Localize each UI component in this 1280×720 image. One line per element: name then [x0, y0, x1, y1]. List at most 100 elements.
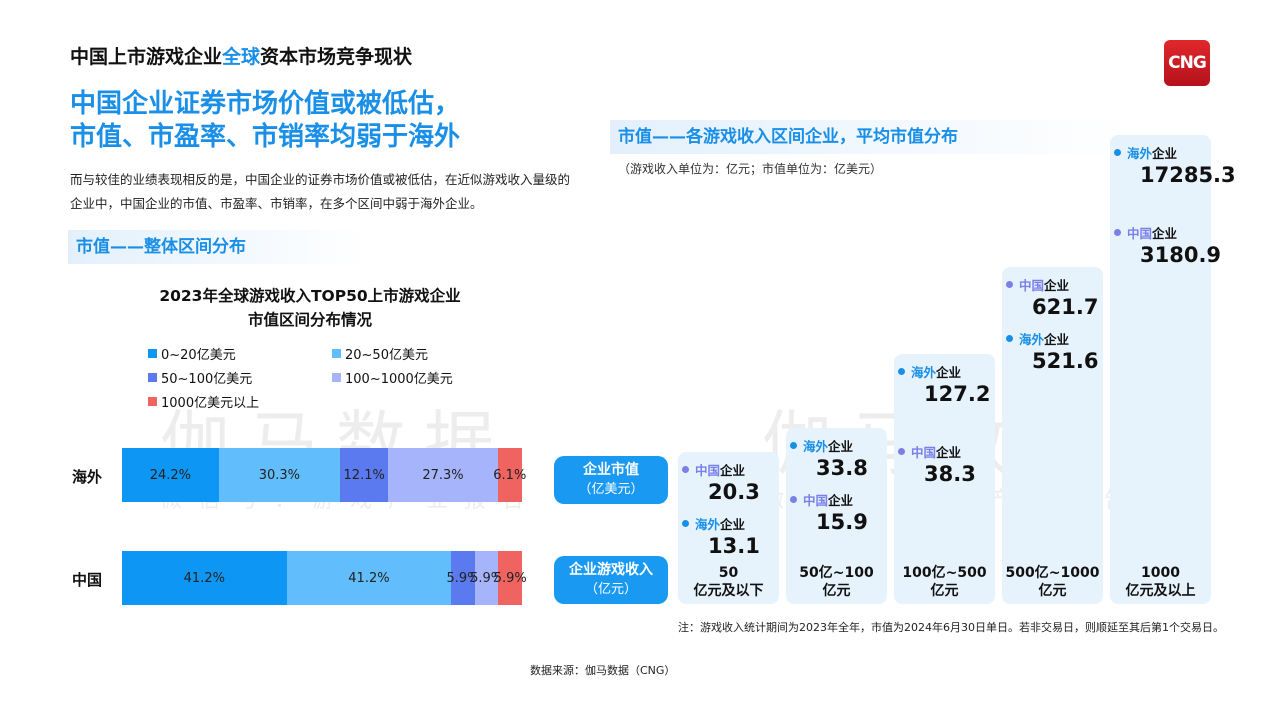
entry-value: 17285.3 [1140, 163, 1236, 187]
page-title: 中国上市游戏企业全球资本市场竞争现状 [70, 42, 412, 69]
entry-suffix: 企业 [1044, 278, 1070, 293]
pill-unit: （亿美元） [578, 482, 644, 497]
entry-group: 中国 [1127, 226, 1153, 241]
range-line: 亿元 [930, 583, 959, 599]
revenue-pill: 企业游戏收入 （亿元） [554, 556, 668, 604]
headline-line: 市值、市盈率、市销率均弱于海外 [70, 122, 461, 152]
pill-title: 企业市值 [583, 462, 639, 478]
range-label: 1000 亿元及以上 [1110, 564, 1211, 600]
entry-value: 621.7 [1032, 295, 1099, 319]
bar-segment: 27.3% [388, 448, 498, 502]
title-part: 资本市场竞争现状 [260, 46, 413, 68]
column-entry: 中国 企业 621.7 [1006, 275, 1099, 320]
entry-suffix: 企业 [828, 493, 854, 508]
entry-group: 海外 [1019, 332, 1045, 347]
section-heading: 市值——整体区间分布 [68, 230, 368, 264]
entry-value: 38.3 [924, 462, 976, 486]
legend-swatch [332, 349, 341, 358]
bar-data-label: 6.1% [493, 467, 527, 483]
bar-data-label: 24.2% [149, 467, 192, 483]
bar-segment: 6.1% [493, 448, 526, 502]
entry-value: 15.9 [816, 510, 868, 534]
range-column: 海外 企业 127.2 中国 企业 38.3 100亿~500 亿元 [894, 354, 995, 604]
entry-group: 中国 [1019, 278, 1045, 293]
bar-data-label: 27.3% [422, 467, 464, 483]
entry-label: 中国 企业 [898, 442, 976, 461]
range-label: 100亿~500 亿元 [894, 564, 995, 600]
source: 数据来源：伽马数据（CNG） [530, 664, 676, 677]
entry-suffix: 企业 [1152, 146, 1178, 161]
overseas-dot-icon [682, 520, 689, 527]
unit-note: （游戏收入单位为：亿元；市值单位为：亿美元） [618, 162, 883, 176]
overseas-dot-icon [1114, 149, 1121, 156]
bar-data-label: 12.1% [343, 467, 385, 483]
chart-title: 2023年全球游戏收入TOP50上市游戏企业 市值区间分布情况 [100, 284, 520, 332]
cng-logo: CNG [1164, 40, 1210, 86]
range-line: 500亿~1000 [1005, 565, 1100, 581]
legend-item: 100~1000亿美元 [332, 368, 453, 387]
bar-data-label: 5.9% [493, 570, 527, 586]
bar-data-label: 5.9% [470, 570, 504, 586]
range-line: 亿元 [1038, 583, 1067, 599]
column-entry: 海外 企业 17285.3 [1114, 143, 1236, 188]
range-line: 100亿~500 [902, 565, 987, 581]
entry-value: 3180.9 [1140, 243, 1222, 267]
legend-label: 50~100亿美元 [161, 372, 253, 387]
legend-label: 20~50亿美元 [345, 348, 428, 363]
bar-segment: 5.9% [447, 551, 480, 605]
range-column: 海外 企业 17285.3 中国 企业 3180.9 1000 亿元及以上 [1110, 135, 1236, 604]
entry-suffix: 企业 [936, 365, 962, 380]
entry-suffix: 企业 [828, 439, 854, 454]
row-label-china: 中国 [72, 571, 103, 589]
entry-suffix: 企业 [1152, 226, 1178, 241]
entry-group: 中国 [911, 445, 937, 460]
bar-data-label: 41.2% [183, 570, 225, 586]
range-label: 50亿~100 亿元 [786, 564, 887, 600]
entry-label: 中国 企业 [1006, 275, 1098, 294]
entry-label: 中国 企业 [1114, 223, 1221, 242]
china-dot-icon [790, 496, 797, 503]
entry-group: 海外 [1127, 146, 1153, 161]
china-dot-icon [898, 448, 905, 455]
pill-unit: （亿元） [584, 582, 637, 597]
entry-suffix: 企业 [936, 445, 962, 460]
legend-swatch [148, 373, 157, 382]
range-line: 亿元及以下 [693, 583, 764, 599]
china-dot-icon [682, 466, 689, 473]
range-label: 500亿~1000 亿元 [1002, 564, 1103, 600]
bar-data-label: 41.2% [348, 570, 390, 586]
bar-data-label: 30.3% [258, 467, 301, 483]
market-cap-pill: 企业市值 （亿美元） [554, 456, 668, 504]
entry-value: 20.3 [708, 480, 760, 504]
section-heading: 市值——各游戏收入区间企业，平均市值分布 [610, 120, 1130, 154]
entry-label: 海外 企业 [1006, 329, 1098, 348]
range-line: 亿元及以上 [1125, 583, 1196, 599]
entry-group: 中国 [803, 493, 829, 508]
entry-value: 127.2 [924, 382, 991, 406]
entry-suffix: 企业 [720, 463, 746, 478]
title-part: 中国上市游戏企业 [70, 46, 223, 68]
overseas-dot-icon [898, 368, 905, 375]
column-entry: 海外 企业 33.8 [790, 436, 868, 481]
chart-title-line: 2023年全球游戏收入TOP50上市游戏企业 [159, 287, 461, 305]
bar-segment: 12.1% [340, 448, 389, 502]
range-line: 50 [718, 565, 739, 581]
range-label: 50 亿元及以下 [678, 564, 779, 600]
legend-item: 20~50亿美元 [332, 344, 428, 363]
bar-segment: 41.2% [122, 551, 287, 605]
legend-item: 1000亿美元以上 [148, 392, 259, 411]
entry-value: 521.6 [1032, 349, 1099, 373]
column-entry: 中国 企业 15.9 [790, 490, 868, 535]
entry-value: 33.8 [816, 456, 868, 480]
description: 而与较佳的业绩表现相反的是，中国企业的证券市场价值或被低估，在近似游戏收入量级的… [70, 172, 571, 211]
bar-data-label: 5.9% [446, 570, 480, 586]
range-line: 亿元 [822, 583, 851, 599]
china-dot-icon [1006, 281, 1013, 288]
footnote: 注：游戏收入统计期间为2023年全年，市值为2024年6月30日单日。若非交易日… [678, 621, 1224, 634]
column-entry: 中国 企业 38.3 [898, 442, 976, 487]
bar-segment: 41.2% [286, 551, 452, 605]
legend-item: 0~20亿美元 [148, 344, 236, 363]
entry-group: 中国 [695, 463, 721, 478]
bar-segment: 24.2% [122, 448, 219, 502]
column-entry: 中国 企业 3180.9 [1114, 223, 1222, 268]
